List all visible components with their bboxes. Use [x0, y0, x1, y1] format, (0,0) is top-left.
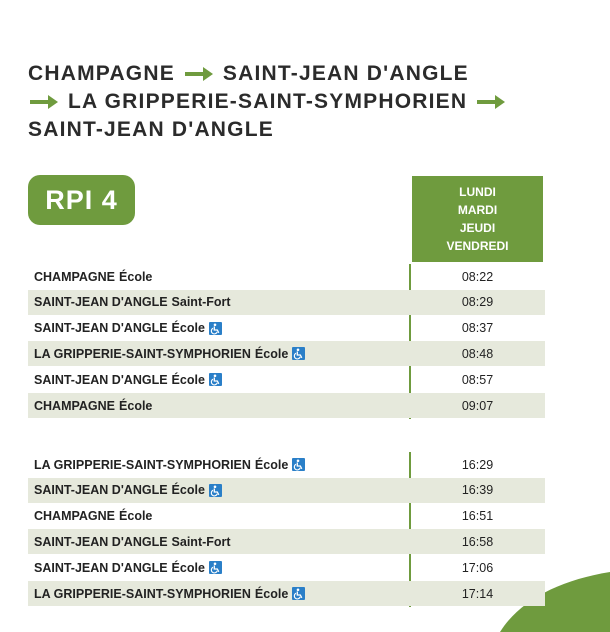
arrow [184, 67, 213, 81]
row: LA GRIPPERIE-SAINT-SYMPHORIEN École 08:48 [28, 341, 545, 367]
place: École [254, 457, 289, 472]
title-line: CHAMPAGNE SAINT-JEAN D'ANGLE [28, 62, 469, 86]
stop-name: SAINT-JEAN D'ANGLE École [28, 561, 410, 575]
accessible-icon [208, 321, 222, 335]
stop: CHAMPAGNE [34, 269, 116, 284]
row: SAINT-JEAN D'ANGLE École 08:57 [28, 367, 545, 392]
stop: LA GRIPPERIE-SAINT-SYMPHORIEN [34, 457, 251, 472]
stop-name: LA GRIPPERIE-SAINT-SYMPHORIEN École [28, 347, 410, 361]
place: École [171, 560, 205, 575]
stop: SAINT-JEAN D'ANGLE [34, 483, 168, 498]
badge: RPI 4 [28, 175, 135, 225]
row: SAINT-JEAN D'ANGLE École 17:06 [28, 555, 545, 580]
time: 16:39 [461, 483, 494, 498]
row: SAINT-JEAN D'ANGLE École 16:39 [28, 477, 545, 503]
accessible-icon [208, 483, 222, 497]
stop-name: CHAMPAGNE École [28, 270, 410, 284]
row: LA GRIPPERIE-SAINT-SYMPHORIEN École 16:29 [28, 452, 545, 477]
place: École [119, 509, 153, 524]
stop-name: LA GRIPPERIE-SAINT-SYMPHORIEN École [28, 587, 410, 601]
stop: SAINT-JEAN D'ANGLE [34, 295, 168, 310]
time: 08:29 [461, 295, 494, 310]
day: LUNDI [459, 185, 496, 199]
title-stop: LA GRIPPERIE-SAINT-SYMPHORIEN [68, 90, 468, 113]
accessible-icon [292, 347, 306, 361]
stop-name: SAINT-JEAN D'ANGLE École [28, 373, 410, 387]
arrow [477, 95, 506, 109]
time: 08:57 [461, 372, 494, 387]
time: 17:06 [461, 560, 494, 575]
stop-name: LA GRIPPERIE-SAINT-SYMPHORIEN École [28, 458, 410, 472]
place: École [171, 321, 205, 336]
stop-name: SAINT-JEAN D'ANGLE École [28, 321, 410, 335]
time: 17:14 [461, 586, 494, 601]
title-line: LA GRIPPERIE-SAINT-SYMPHORIEN [28, 90, 507, 114]
day: JEUDI [459, 221, 496, 235]
days-header: LUNDI MARDI JEUDI VENDREDI [412, 176, 543, 262]
stop-name: SAINT-JEAN D'ANGLE Saint-Fort [28, 535, 410, 549]
place: École [119, 398, 153, 413]
row: LA GRIPPERIE-SAINT-SYMPHORIEN École 17:14 [28, 581, 545, 606]
title-stop: SAINT-JEAN D'ANGLE [222, 62, 469, 85]
time: 09:07 [461, 398, 494, 413]
time: 08:48 [461, 346, 494, 361]
accessible-icon [292, 458, 306, 471]
time: 16:58 [461, 534, 494, 549]
stop: SAINT-JEAN D'ANGLE [34, 534, 168, 549]
place: Saint-Fort [171, 295, 231, 310]
stop: CHAMPAGNE [34, 398, 116, 413]
row: SAINT-JEAN D'ANGLE Saint-Fort 08:29 [28, 289, 545, 315]
place: École [254, 346, 289, 361]
title-stop: SAINT-JEAN D'ANGLE [28, 118, 274, 141]
row: SAINT-JEAN D'ANGLE Saint-Fort 16:58 [28, 529, 545, 555]
day: VENDREDI [446, 239, 509, 253]
title-stop: CHAMPAGNE [28, 62, 175, 85]
time: 16:51 [461, 509, 494, 524]
stop-name: SAINT-JEAN D'ANGLE Saint-Fort [28, 295, 410, 309]
accessible-icon [208, 373, 222, 387]
day: MARDI [457, 203, 498, 217]
place: École [119, 269, 153, 284]
row: CHAMPAGNE École 09:07 [28, 393, 545, 418]
place: École [171, 372, 205, 387]
row: CHAMPAGNE École 08:22 [28, 264, 545, 289]
time: 08:22 [461, 269, 494, 284]
time: 08:37 [461, 321, 494, 336]
stop: SAINT-JEAN D'ANGLE [34, 560, 168, 575]
time: 16:29 [461, 457, 494, 472]
stop: LA GRIPPERIE-SAINT-SYMPHORIEN [34, 346, 251, 361]
row: CHAMPAGNE École 16:51 [28, 504, 545, 529]
accessible-icon [208, 561, 222, 575]
stop-name: SAINT-JEAN D'ANGLE École [28, 483, 410, 497]
decor-curve [500, 572, 610, 632]
stop: LA GRIPPERIE-SAINT-SYMPHORIEN [34, 586, 251, 601]
stop-name: CHAMPAGNE École [28, 399, 410, 413]
row: SAINT-JEAN D'ANGLE École 08:37 [28, 316, 545, 341]
place: École [171, 483, 205, 498]
stop: SAINT-JEAN D'ANGLE [34, 321, 168, 336]
stop-name: CHAMPAGNE École [28, 509, 410, 523]
accessible-icon [292, 587, 306, 600]
stop: CHAMPAGNE [34, 509, 116, 524]
place: École [254, 586, 289, 601]
arrow [30, 95, 58, 109]
stop: SAINT-JEAN D'ANGLE [34, 372, 168, 387]
place: Saint-Fort [171, 534, 231, 549]
title-line: SAINT-JEAN D'ANGLE [28, 118, 274, 142]
